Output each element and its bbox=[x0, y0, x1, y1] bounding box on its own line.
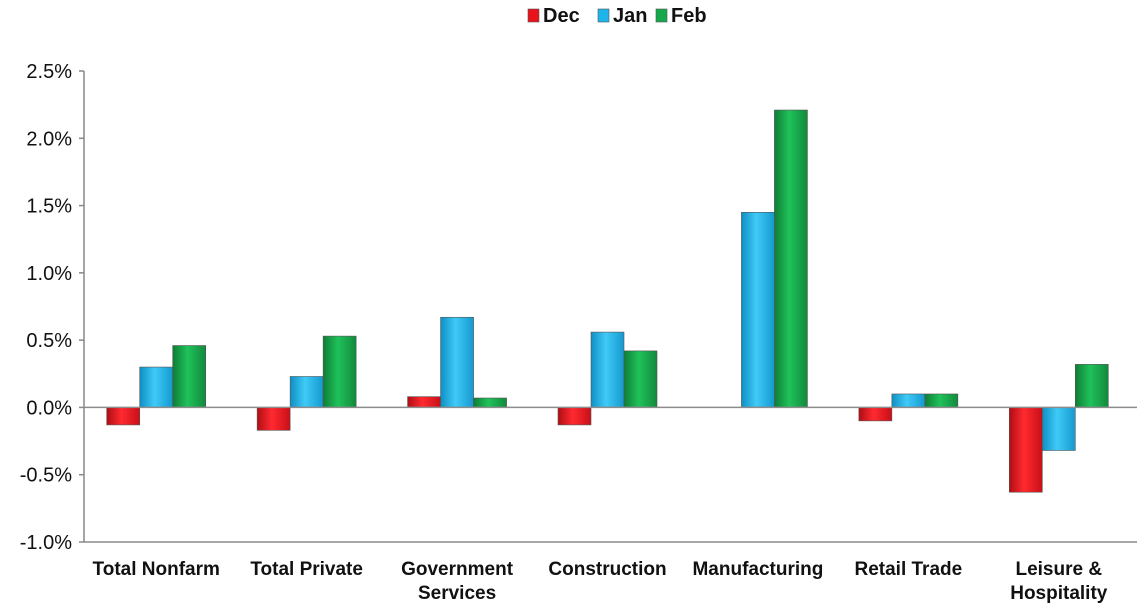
bar-jan bbox=[289, 376, 324, 408]
bar-feb bbox=[1074, 364, 1109, 408]
y-tick-label: -1.0% bbox=[20, 532, 72, 554]
x-tick-label: Retail Trade bbox=[854, 559, 962, 580]
bar-feb bbox=[473, 397, 507, 408]
bar-jan bbox=[741, 212, 775, 408]
x-axis: Total Nonfarm Total Private Government Serv… bbox=[84, 406, 1137, 604]
bar-jan bbox=[440, 316, 474, 408]
x-tick-label: Leisure & Hospitality bbox=[1010, 559, 1108, 604]
y-tick-label: 2.0% bbox=[26, 128, 72, 150]
y-axis: -1.0% -0.5% 0.0% 0.5% 1.0% 1.5% 2.0% 2.5% bbox=[20, 61, 85, 554]
bar-feb bbox=[172, 345, 207, 408]
y-tick-label: -0.5% bbox=[20, 465, 72, 487]
y-tick-label: 2.5% bbox=[26, 61, 72, 83]
legend-swatch-dec bbox=[527, 8, 540, 23]
y-tick-label: 0.0% bbox=[26, 397, 72, 419]
bar-feb bbox=[774, 109, 808, 408]
bar-dec bbox=[1008, 407, 1043, 493]
bar-jan bbox=[1041, 407, 1076, 451]
x-tick-label: Manufacturing bbox=[692, 559, 823, 580]
x-tick-label: Government Services bbox=[401, 559, 514, 604]
bar-jan bbox=[590, 331, 625, 408]
bar-jan bbox=[139, 366, 174, 408]
legend-label-dec: Dec bbox=[543, 5, 580, 27]
y-tick-label: 1.0% bbox=[26, 263, 72, 285]
y-tick-label: 1.5% bbox=[26, 196, 72, 218]
bar-dec bbox=[557, 407, 592, 426]
bar-dec bbox=[407, 396, 441, 408]
legend-label-jan: Jan bbox=[613, 5, 647, 27]
legend: Dec Jan Feb bbox=[527, 5, 707, 27]
x-tick-label: Total Nonfarm bbox=[93, 559, 220, 580]
bar-feb bbox=[924, 393, 959, 408]
bar-feb bbox=[623, 350, 658, 408]
bar-dec bbox=[858, 407, 893, 422]
bar-dec bbox=[106, 407, 141, 426]
x-tick-label: Construction bbox=[548, 559, 666, 580]
legend-label-feb: Feb bbox=[671, 5, 707, 27]
x-tick-label: Total Private bbox=[250, 559, 363, 580]
y-tick-label: 0.5% bbox=[26, 330, 72, 352]
bar-jan bbox=[891, 393, 926, 408]
bar-feb bbox=[322, 335, 357, 408]
legend-swatch-jan bbox=[597, 8, 610, 23]
bars bbox=[106, 109, 1109, 493]
bar-dec bbox=[256, 407, 291, 431]
legend-swatch-feb bbox=[655, 8, 668, 23]
